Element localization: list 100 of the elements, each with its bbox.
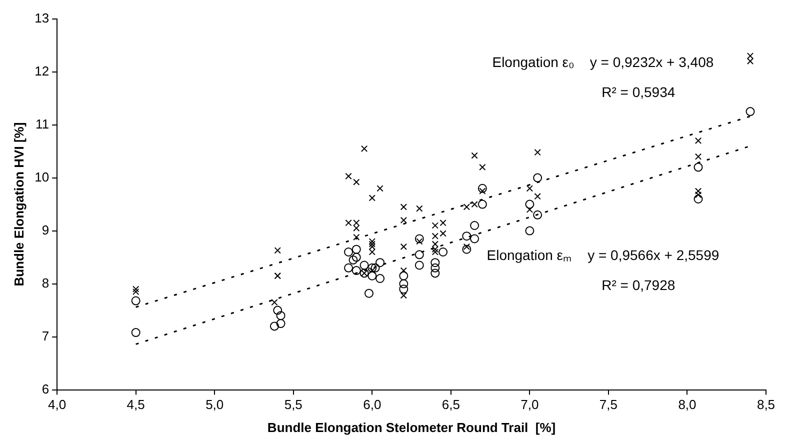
point [345, 220, 352, 226]
annotation: R² = 0,5934 [602, 84, 676, 100]
point [534, 149, 541, 156]
point [353, 178, 360, 186]
point [694, 188, 702, 194]
point [370, 263, 380, 272]
annotation: Elongation ε₀ y = 0,9232x + 3,408 [492, 54, 714, 70]
y-tick-label: 6 [42, 381, 50, 396]
x-tick-label: 5,0 [206, 397, 224, 412]
point [352, 244, 361, 254]
point [479, 164, 486, 171]
point [416, 238, 423, 245]
point [471, 152, 478, 159]
x-tick-label: 8,0 [678, 397, 696, 412]
point [694, 162, 703, 172]
point [400, 267, 407, 274]
point [364, 288, 374, 298]
point [440, 230, 446, 237]
point [479, 188, 486, 194]
point [368, 267, 376, 274]
point [276, 311, 286, 320]
x-tick-label: 6,0 [363, 397, 382, 412]
point [399, 271, 408, 280]
point [533, 210, 542, 220]
point [416, 205, 423, 212]
point [534, 193, 541, 200]
point [470, 221, 480, 230]
point [276, 319, 286, 328]
point [132, 288, 140, 296]
point [399, 279, 408, 288]
point [400, 216, 407, 224]
point [131, 328, 140, 338]
point [462, 244, 472, 254]
point [360, 260, 369, 270]
point [746, 107, 755, 116]
point [368, 194, 376, 202]
point [478, 200, 487, 209]
y-tick-label: 13 [34, 10, 50, 26]
point [470, 234, 480, 244]
annotation: Elongation εₘ y = 0,9566x + 2,5599 [486, 247, 720, 264]
point [132, 286, 140, 292]
point [368, 263, 377, 272]
point [376, 185, 384, 192]
point [462, 232, 472, 241]
point [463, 204, 470, 210]
point [368, 271, 377, 280]
point [430, 258, 440, 268]
y-tick-label: 9 [42, 222, 50, 238]
y-tick-label: 8 [42, 275, 50, 290]
y-tick-label: 11 [36, 116, 50, 132]
x-tick-label: 4,0 [48, 397, 66, 412]
point [478, 184, 487, 193]
x-tick-label: 6,5 [442, 397, 460, 412]
point [400, 292, 407, 299]
x-axis-title: Bundle Elongation Stelometer Round Trail [%] [267, 420, 556, 435]
x-tick-label: 7,5 [599, 397, 618, 412]
x-tick-label: 8,5 [756, 397, 776, 412]
point [400, 243, 407, 250]
point [399, 284, 408, 294]
point [432, 222, 438, 229]
point [400, 204, 407, 210]
x-tick-label: 5,5 [284, 397, 302, 412]
point [526, 206, 534, 213]
point [414, 250, 424, 260]
point [344, 248, 354, 256]
point [273, 306, 282, 315]
point [694, 191, 702, 198]
annotation: R² = 0,7928 [602, 276, 676, 293]
point [414, 260, 424, 270]
point [440, 220, 446, 226]
point [430, 268, 440, 278]
point [430, 263, 440, 272]
point [694, 137, 702, 144]
point [270, 322, 279, 331]
point [344, 263, 354, 272]
point [353, 234, 360, 240]
point [352, 266, 361, 276]
point [463, 243, 470, 250]
point [694, 153, 702, 160]
y-tick-label: 10 [34, 169, 50, 184]
point [271, 299, 278, 306]
point [525, 200, 534, 209]
point [376, 258, 385, 268]
y-tick-label: 7 [42, 328, 50, 344]
point [348, 255, 358, 264]
point [274, 247, 281, 254]
point [345, 172, 352, 180]
point [414, 234, 424, 244]
point [352, 252, 361, 262]
point [526, 185, 534, 192]
point [376, 274, 385, 283]
point [525, 226, 534, 236]
y-axis-title: Bundle Elongation HVI [%] [11, 122, 26, 286]
point [471, 200, 478, 208]
point [131, 296, 140, 306]
point [360, 145, 368, 152]
point [694, 194, 703, 204]
y-tick-label: 12 [34, 63, 50, 78]
point [438, 248, 448, 256]
x-tick-label: 4,5 [126, 397, 145, 412]
